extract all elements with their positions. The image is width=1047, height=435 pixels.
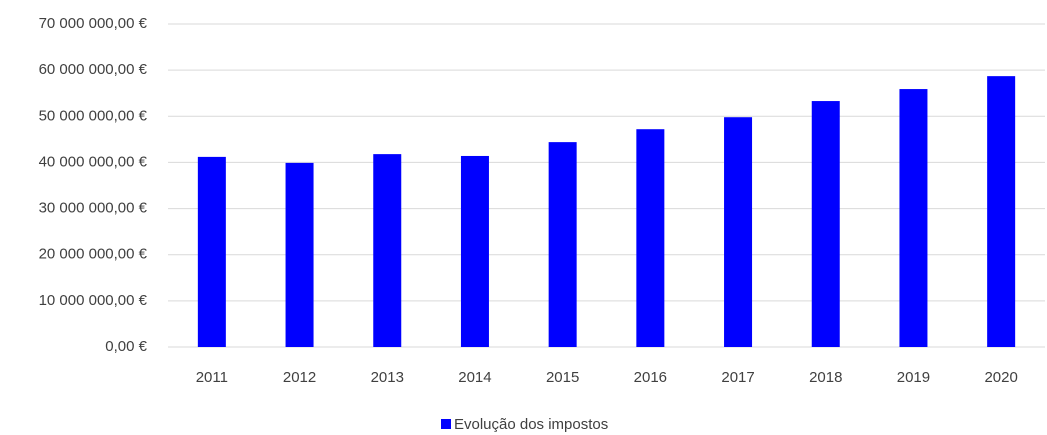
x-tick-label: 2011: [196, 369, 228, 386]
x-tick-label: 2019: [897, 369, 930, 386]
y-tick-label: 50 000 000,00 €: [39, 107, 148, 124]
x-tick-label: 2014: [458, 369, 491, 386]
bar: [548, 142, 577, 347]
x-tick-label: 2016: [634, 369, 667, 386]
y-tick-label: 40 000 000,00 €: [39, 153, 148, 170]
y-tick-label: 20 000 000,00 €: [39, 246, 148, 263]
bar: [285, 162, 314, 347]
y-tick-label: 0,00 €: [105, 338, 147, 355]
legend-label: Evolução dos impostos: [454, 416, 608, 433]
legend-swatch: [441, 419, 451, 429]
bar: [724, 117, 753, 347]
x-tick-label: 2015: [546, 369, 579, 386]
y-tick-label: 70 000 000,00 €: [39, 15, 148, 32]
y-tick-label: 30 000 000,00 €: [39, 200, 148, 217]
x-tick-label: 2018: [809, 369, 842, 386]
bar: [987, 76, 1016, 348]
bar: [811, 101, 840, 348]
bar: [636, 129, 665, 347]
x-tick-label: 2013: [371, 369, 404, 386]
x-tick-label: 2017: [721, 369, 754, 386]
y-tick-label: 60 000 000,00 €: [39, 61, 148, 78]
bar: [899, 89, 928, 347]
bar: [373, 154, 402, 347]
bar: [197, 156, 226, 347]
bar: [460, 155, 489, 347]
x-tick-label: 2020: [984, 369, 1017, 386]
y-tick-label: 10 000 000,00 €: [39, 292, 148, 309]
x-tick-label: 2012: [283, 369, 316, 386]
